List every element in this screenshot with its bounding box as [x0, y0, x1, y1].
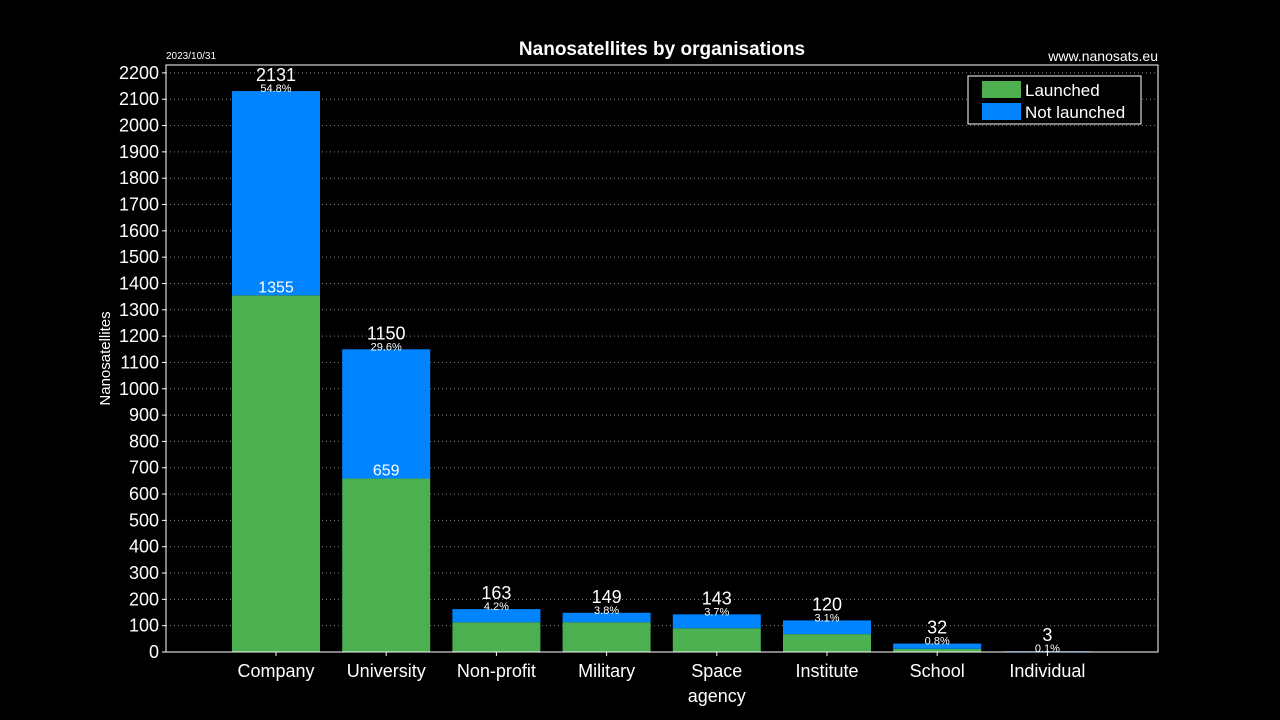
bar-not-launched	[562, 612, 651, 623]
bar-launched	[672, 628, 761, 652]
y-tick-label: 1800	[119, 168, 159, 188]
bar-not-launched	[672, 614, 761, 629]
y-tick-label: 1400	[119, 273, 159, 293]
x-tick-label: Military	[578, 661, 635, 681]
x-tick-label: School	[910, 661, 965, 681]
y-tick-label: 1300	[119, 300, 159, 320]
total-label: 120	[812, 594, 842, 614]
x-tick-label: Space	[691, 661, 742, 681]
y-tick-label: 400	[129, 537, 159, 557]
y-tick-label: 200	[129, 589, 159, 609]
bar-not-launched	[893, 643, 982, 649]
percentage-label: 4.2%	[484, 601, 509, 613]
y-tick-label: 700	[129, 458, 159, 478]
percentage-label: 3.1%	[814, 612, 839, 624]
launched-value-label: 1355	[258, 279, 294, 296]
y-tick-label: 1600	[119, 221, 159, 241]
y-tick-label: 2000	[119, 116, 159, 136]
y-tick-label: 1500	[119, 247, 159, 267]
bar-not-launched	[783, 620, 871, 635]
y-axis-label: Nanosatellites	[97, 311, 114, 405]
y-tick-label: 1200	[119, 326, 159, 346]
total-label: 1150	[367, 323, 406, 343]
bar-not-launched	[452, 609, 541, 623]
bar-launched	[783, 634, 871, 652]
y-tick-label: 2100	[119, 89, 159, 109]
y-tick-label: 600	[129, 484, 159, 504]
y-tick-label: 800	[129, 431, 159, 451]
date-label: 2023/10/31	[166, 51, 217, 62]
legend-swatch	[982, 103, 1021, 120]
plot-frame	[165, 64, 1159, 653]
percentage-label: 3.8%	[594, 605, 619, 617]
total-label: 163	[481, 583, 511, 603]
total-label: 2131	[256, 65, 296, 85]
x-tick-label: Individual	[1009, 661, 1085, 681]
y-tick-label: 1700	[119, 195, 159, 215]
percentage-label: 0.8%	[925, 636, 950, 648]
total-label: 143	[702, 588, 732, 608]
bar-launched	[232, 295, 320, 652]
total-label: 3	[1042, 625, 1052, 645]
bar-launched	[452, 622, 541, 652]
website-label: www.nanosats.eu	[1048, 48, 1158, 64]
y-tick-label: 0	[149, 642, 159, 662]
bar-not-launched	[232, 91, 320, 296]
bar-launched	[342, 478, 431, 652]
percentage-label: 3.7%	[704, 606, 729, 618]
chart-title: Nanosatellites by organisations	[519, 39, 805, 60]
legend-label: Launched	[1025, 81, 1100, 100]
y-tick-label: 2200	[119, 63, 159, 83]
total-label: 149	[592, 587, 622, 607]
x-tick-label: agency	[688, 686, 746, 706]
y-tick-label: 100	[129, 616, 159, 636]
legend-label: Not launched	[1025, 103, 1125, 122]
bar-launched	[893, 648, 982, 652]
percentage-label: 54.8%	[260, 83, 291, 95]
y-tick-label: 1900	[119, 142, 159, 162]
bar-launched	[562, 622, 651, 652]
x-tick-label: Non-profit	[457, 661, 536, 681]
y-tick-label: 1000	[119, 379, 159, 399]
x-tick-label: Company	[237, 661, 314, 681]
percentage-label: 29.6%	[371, 341, 402, 353]
y-tick-label: 900	[129, 405, 159, 425]
x-tick-label: Institute	[795, 661, 858, 681]
y-tick-label: 500	[129, 510, 159, 530]
legend-swatch	[982, 81, 1021, 98]
launched-value-label: 659	[373, 463, 400, 480]
total-label: 32	[927, 618, 947, 638]
x-tick-label: University	[347, 661, 426, 681]
y-tick-label: 300	[129, 563, 159, 583]
bar-not-launched	[342, 349, 431, 479]
y-tick-label: 1100	[120, 352, 159, 372]
